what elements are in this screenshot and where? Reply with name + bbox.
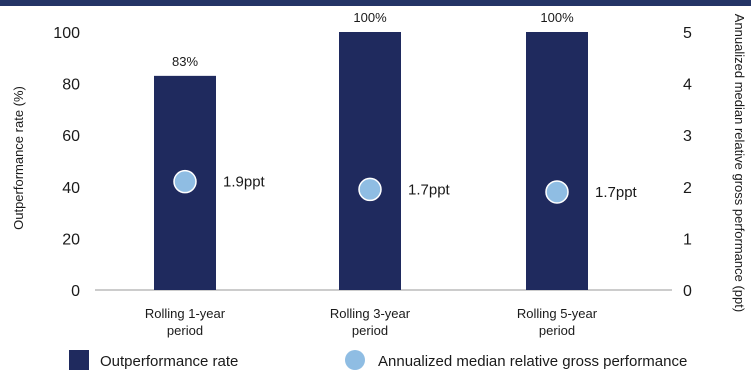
point-data-label: 1.7ppt [595,184,638,201]
x-category-label: Rolling 5-year [517,306,598,321]
x-category-label: Rolling 3-year [330,306,411,321]
y-tick-label: 40 [62,180,80,197]
top-rule [0,0,751,6]
x-category-label: period [539,323,575,338]
y-tick-label: 80 [62,77,80,94]
bar-data-label: 100% [540,10,574,25]
data-point [545,180,569,204]
y-tick-label: 60 [62,128,80,145]
y2-tick-label: 4 [683,77,692,94]
y2-tick-label: 3 [683,128,692,145]
y-tick-label: 100 [53,25,80,42]
data-point [358,177,382,202]
y2-tick-label: 1 [683,231,692,248]
bar-data-label: 83% [172,54,198,69]
point-data-label: 1.7ppt [408,181,451,198]
y2-axis-title: Annualized median relative gross perform… [732,14,747,312]
y-tick-label: 20 [62,231,80,248]
y-axis-title: Outperformance rate (%) [11,86,26,230]
point-data-label: 1.9ppt [223,174,266,191]
bar-data-label: 100% [353,10,387,25]
legend-label: Annualized median relative gross perform… [378,353,687,370]
y-tick-label: 0 [71,283,80,300]
y2-tick-label: 0 [683,283,692,300]
legend-bar-swatch [69,350,89,370]
x-category-label: period [352,323,388,338]
x-category-label: Rolling 1-year [145,306,226,321]
bar [526,32,588,290]
legend-point-swatch [345,350,365,370]
legend-label: Outperformance rate [100,353,238,370]
bar [339,32,401,290]
y2-tick-label: 5 [683,25,692,42]
data-point [173,169,197,194]
y2-tick-label: 2 [683,180,692,197]
x-category-label: period [167,323,203,338]
